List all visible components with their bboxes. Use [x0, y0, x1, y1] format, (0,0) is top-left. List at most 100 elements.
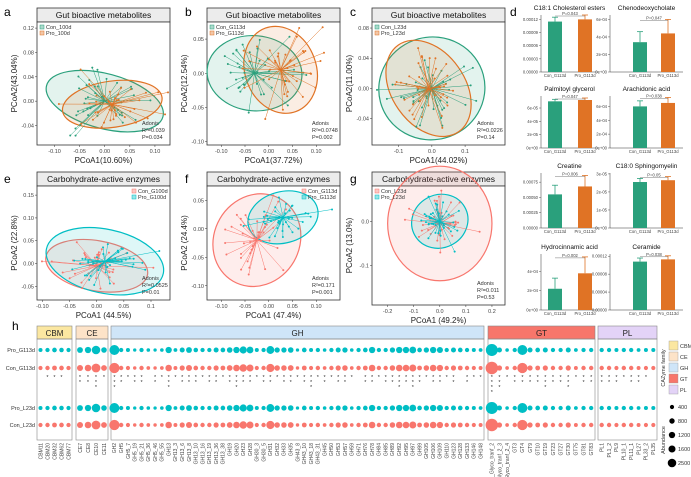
- sample-point: [288, 209, 291, 212]
- feature-label: GH109: [438, 443, 444, 459]
- abundance-bubble: [535, 365, 541, 371]
- spider-line: [419, 88, 429, 102]
- sample-point: [131, 265, 134, 268]
- x-tick-label: 0.05: [124, 149, 135, 155]
- abundance-bubble: [383, 422, 388, 428]
- significance-star: *: [432, 380, 435, 386]
- abundance-bubble: [485, 344, 498, 356]
- sample-point: [278, 220, 281, 223]
- spider-line: [439, 221, 441, 232]
- plot-area: [206, 21, 341, 146]
- adonis-p: P=0.002: [312, 135, 333, 141]
- family-swatch: [668, 351, 679, 362]
- sample-point: [442, 226, 445, 229]
- pcoa-panel-c: Gut bioactive metabolites -0.1 0.0 0.1 -0.04…: [345, 7, 506, 165]
- significance-star: *: [296, 375, 299, 381]
- sample-point: [95, 100, 98, 103]
- sample-point: [434, 202, 437, 205]
- x-tick-label: Pro_G113d: [574, 229, 596, 234]
- abundance-bubble: [349, 348, 354, 352]
- sample-point: [457, 221, 460, 224]
- sample-point: [425, 215, 428, 218]
- y-tick-label: 0.00025: [523, 210, 539, 215]
- sample-point: [302, 50, 305, 53]
- abundance-bubble: [356, 347, 361, 353]
- size-label: 1200: [678, 433, 690, 439]
- abundance-bubble: [254, 365, 259, 371]
- abundance-bubble: [636, 348, 641, 352]
- significance-star: *: [425, 375, 428, 381]
- family-legend-label: GH: [680, 366, 688, 372]
- sample-point: [83, 252, 86, 255]
- sample-point: [152, 266, 155, 269]
- spider-line: [428, 87, 441, 89]
- abundance-bubble: [478, 348, 483, 352]
- size-label: 2500: [678, 461, 690, 467]
- pcoa-panel-b: Gut bioactive metabolites -0.10 -0.05 0.00 0…: [180, 7, 341, 165]
- abundance-bubble: [614, 405, 619, 411]
- abundance-bubble: [464, 365, 470, 371]
- abundance-bubble: [527, 347, 533, 353]
- abundance-bubble: [444, 365, 449, 371]
- sample-point: [246, 260, 249, 263]
- sample-point: [449, 201, 452, 204]
- family-legend-label: CBM: [680, 344, 691, 350]
- sample-point: [97, 251, 100, 254]
- abundance-bubble: [471, 365, 476, 371]
- abundance-bubble: [471, 405, 476, 411]
- abundance-bubble: [52, 365, 57, 371]
- abundance-bubble: [133, 423, 137, 427]
- abundance-bubble: [101, 365, 107, 371]
- spider-line: [225, 239, 257, 244]
- abundance-bubble: [423, 422, 430, 428]
- sample-point: [138, 99, 141, 102]
- bar-chart-title: Ceramide: [632, 244, 661, 251]
- y-axis-label: PCoA2 (22.8%): [10, 215, 19, 271]
- abundance-bubble: [485, 402, 498, 414]
- spider-line: [226, 73, 255, 89]
- sample-point: [286, 95, 289, 98]
- significance-star: *: [419, 375, 422, 381]
- significance-star: *: [391, 380, 394, 386]
- y-tick-label: 0.00008: [592, 272, 608, 277]
- panel-title: Carbohydrate-active enzymes: [217, 174, 330, 184]
- feature-label: GH95: [404, 443, 410, 456]
- abundance-bubble: [429, 364, 437, 372]
- x-tick-label: -0.10: [48, 149, 61, 155]
- x-tick-label: -0.1: [394, 149, 403, 155]
- sample-point: [414, 81, 417, 84]
- abundance-bubble: [599, 347, 604, 353]
- abundance-bubble: [402, 346, 410, 354]
- sample-point: [230, 225, 233, 228]
- spider-line: [254, 73, 264, 80]
- significance-star: *: [235, 385, 238, 391]
- adonis-label: Adonis: [477, 281, 494, 287]
- sample-point: [102, 253, 105, 256]
- sample-point: [109, 264, 112, 267]
- spider-line: [428, 88, 448, 98]
- bar-chart: Arachidonic acid 0e+00 2e-04 4e-04 6e-04 Con_…: [595, 86, 683, 154]
- legend-label: Con_G100d: [138, 189, 168, 195]
- feature-label: GH20: [234, 443, 240, 456]
- sample-point: [411, 213, 414, 216]
- family-gt: GT****GT2_Glyco_tranf_2***GT2_Glyco_tran…: [485, 325, 596, 477]
- spider-line: [97, 86, 105, 102]
- legend-swatch: [374, 24, 380, 30]
- abundance-bubble: [226, 405, 233, 411]
- abundance-bubble: [606, 422, 612, 428]
- abundance-bubble: [281, 365, 287, 371]
- spider-line: [77, 100, 105, 112]
- significance-star: *: [473, 375, 476, 381]
- bar-chart: C18:0 Sphingomyelin 0e+00 1e-05 2e-05 3e-05 C…: [595, 163, 683, 234]
- spider-line: [421, 223, 440, 231]
- abundance-bubble: [193, 405, 199, 411]
- spider-line: [267, 217, 284, 220]
- abundance-bubble: [153, 406, 157, 410]
- sample-point: [118, 113, 121, 116]
- feature-label: CBM11: [38, 443, 44, 460]
- feature-label: PL27: [636, 443, 642, 455]
- abundance-bubble: [606, 365, 612, 371]
- abundance-bubble: [185, 364, 193, 372]
- legend-label: Pro_L23d: [381, 195, 405, 201]
- abundance-bubble: [621, 365, 627, 371]
